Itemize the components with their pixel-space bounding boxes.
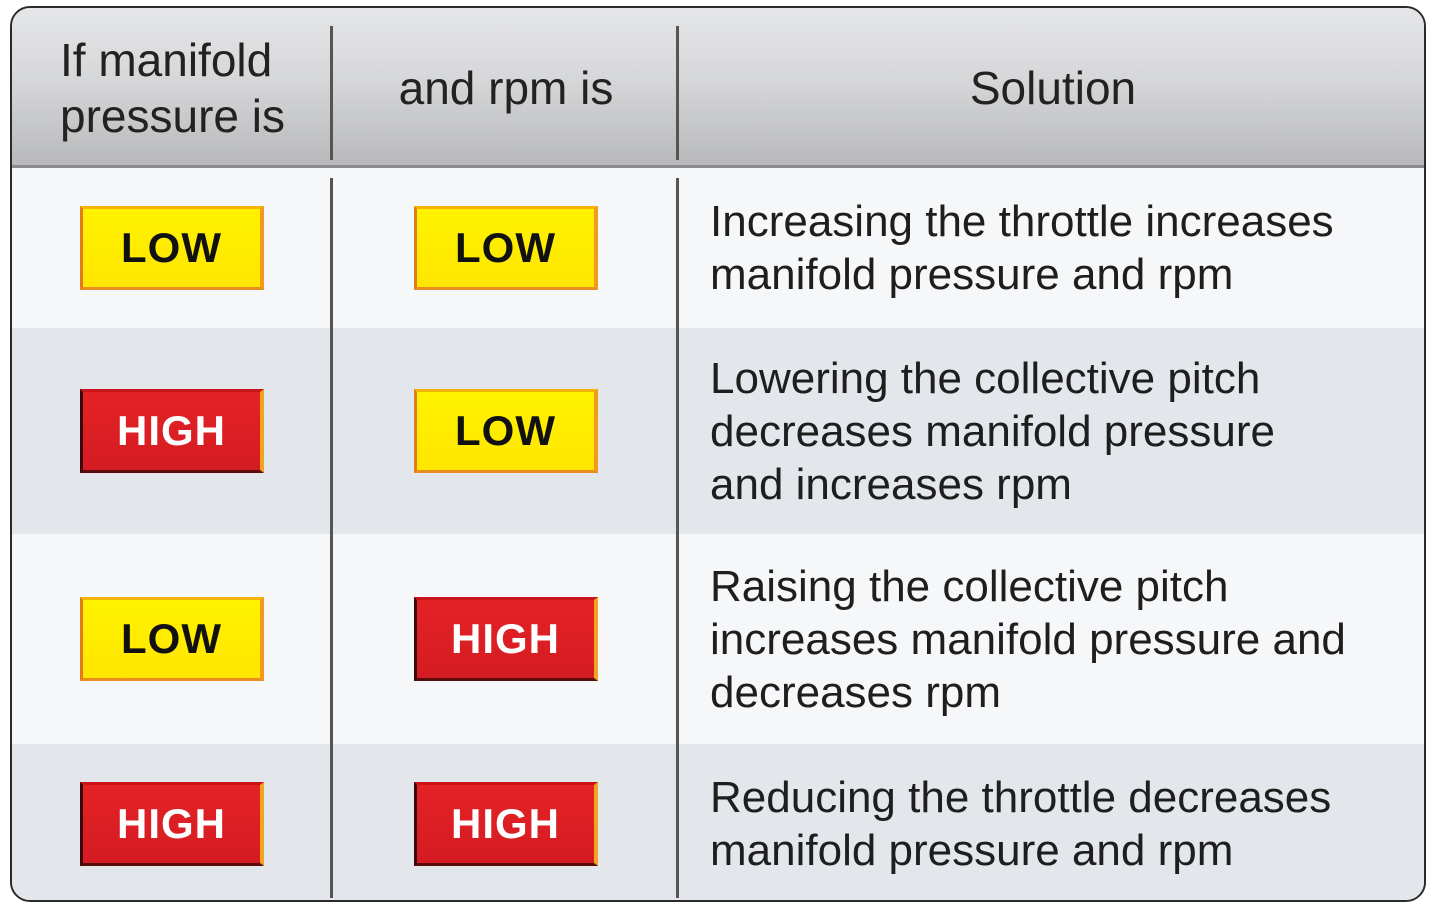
rpm-cell: LOW: [334, 168, 678, 328]
header-solution-label: Solution: [969, 62, 1137, 114]
solution-line: Reducing the throttle decreases: [710, 773, 1332, 822]
solution-line: manifold pressure and rpm: [710, 250, 1234, 299]
table-row: HIGH LOW Lowering the collective pitch d…: [12, 328, 1424, 534]
rpm-status-badge: LOW: [411, 206, 598, 299]
solution-text: Reducing the throttle decreases manifold…: [710, 744, 1410, 900]
manifold-cell: LOW: [12, 534, 332, 744]
table-row: LOW HIGH Raising the collective pitch in…: [12, 534, 1424, 744]
rpm-cell: HIGH: [334, 744, 678, 900]
solution-line: Lowering the collective pitch: [710, 353, 1261, 403]
manifold-status-badge: LOW: [77, 597, 264, 690]
manifold-cell: LOW: [12, 168, 332, 328]
solution-line: Raising the collective pitch: [710, 561, 1229, 611]
header-manifold-line2: pressure is: [60, 90, 285, 142]
manifold-status-badge: LOW: [77, 206, 264, 299]
solution-line: Increasing the throttle increases: [710, 197, 1334, 246]
header-divider-1: [330, 26, 333, 160]
column-divider-2: [676, 178, 679, 898]
table-header: If manifold pressure is and rpm is Solut…: [12, 8, 1424, 168]
header-manifold-line1: If manifold: [60, 34, 273, 86]
solution-text: Increasing the throttle increases manifo…: [710, 168, 1410, 328]
rpm-cell: LOW: [334, 328, 678, 534]
manifold-cell: HIGH: [12, 744, 332, 900]
solution-line: increases manifold pressure and: [710, 614, 1346, 664]
header-manifold-pressure: If manifold pressure is: [60, 8, 330, 168]
header-rpm: and rpm is: [334, 8, 678, 168]
manifold-status-badge: HIGH: [77, 782, 264, 875]
rpm-status-badge: LOW: [411, 389, 598, 482]
solution-text: Raising the collective pitch increases m…: [710, 534, 1410, 744]
decision-table: If manifold pressure is and rpm is Solut…: [10, 6, 1426, 902]
column-divider-1: [330, 178, 333, 898]
header-divider-2: [676, 26, 679, 160]
header-rpm-label: and rpm is: [398, 62, 614, 114]
table-row: LOW LOW Increasing the throttle increase…: [12, 168, 1424, 328]
table-row: HIGH HIGH Reducing the throttle decrease…: [12, 744, 1424, 900]
solution-line: manifold pressure and rpm: [710, 826, 1234, 875]
solution-line: decreases manifold pressure: [710, 406, 1275, 456]
solution-line: and increases rpm: [710, 459, 1072, 509]
rpm-status-badge: HIGH: [411, 782, 598, 875]
rpm-cell: HIGH: [334, 534, 678, 744]
manifold-cell: HIGH: [12, 328, 332, 534]
rpm-status-badge: HIGH: [411, 597, 598, 690]
header-solution: Solution: [680, 8, 1424, 168]
solution-text: Lowering the collective pitch decreases …: [710, 328, 1410, 534]
solution-line: decreases rpm: [710, 667, 1002, 717]
manifold-status-badge: HIGH: [77, 389, 264, 482]
